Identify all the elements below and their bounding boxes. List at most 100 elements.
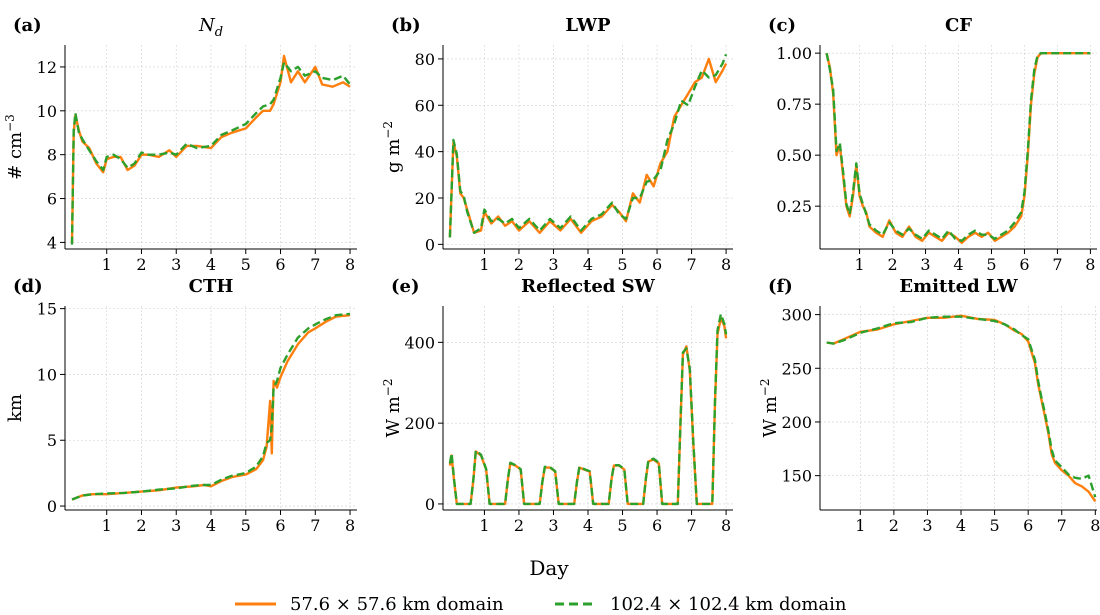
x-tick-label: 1 [102, 255, 112, 274]
panel-title: Reflected SW [521, 276, 656, 297]
y-tick-label: 1.00 [776, 44, 812, 63]
y-tick-label: 0.50 [776, 146, 812, 165]
legend: 57.6 × 57.6 km domain 102.4 × 102.4 km d… [235, 594, 847, 615]
panel-title: Emitted LW [899, 276, 1018, 297]
x-tick-label: 4 [206, 255, 216, 274]
panel-4-grid [65, 306, 357, 510]
legend-label-series-2: 102.4 × 102.4 km domain [610, 594, 847, 615]
y-tick-label: 5 [47, 431, 57, 450]
x-tick-label: 8 [1090, 516, 1100, 535]
x-tick-label: 6 [1019, 255, 1029, 274]
x-tick-label: 3 [920, 255, 930, 274]
panel-title: CF [945, 15, 972, 36]
y-tick-label: 0.75 [776, 95, 812, 114]
y-tick-label: 8 [47, 146, 57, 165]
x-tick-label: 5 [241, 516, 251, 535]
x-tick-label: 2 [889, 516, 899, 535]
y-tick-label: 0.25 [776, 197, 812, 216]
y-tick-label: 400 [404, 333, 435, 352]
y-tick-label: 200 [404, 414, 435, 433]
panel-6-grid [820, 306, 1097, 510]
y-tick-label: 4 [47, 233, 57, 252]
x-tick-label: 3 [548, 255, 558, 274]
panel-title: Nd [198, 15, 223, 40]
y-tick-label: 0 [47, 497, 57, 516]
y-tick-label: 0 [425, 235, 435, 254]
x-tick-label: 2 [136, 255, 146, 274]
panel-4: 1 2 3 4 5 6 7 8 0 5 10 15 (d) CTH km [5, 276, 357, 535]
panel-2-grid [443, 45, 733, 249]
x-tick-label: 4 [953, 255, 963, 274]
x-tick-label: 7 [310, 516, 320, 535]
legend-label-series-1: 57.6 × 57.6 km domain [290, 594, 504, 615]
x-tick-label: 6 [1023, 516, 1033, 535]
series-line-1 [825, 52, 1091, 245]
y-tick-label: 60 [415, 96, 435, 115]
x-tick-label: 7 [686, 255, 696, 274]
x-tick-label: 1 [102, 516, 112, 535]
x-tick-label: 8 [345, 516, 355, 535]
x-tick-label: 6 [652, 516, 662, 535]
x-tick-label: 5 [617, 255, 627, 274]
y-tick-label: 0 [425, 495, 435, 514]
x-tick-label: 8 [721, 516, 731, 535]
x-tick-label: 4 [583, 255, 593, 274]
y-tick-label: 12 [37, 58, 57, 77]
x-tick-label: 4 [206, 516, 216, 535]
x-tick-label: 5 [990, 516, 1000, 535]
panel-3-grid [820, 45, 1097, 249]
series-line-2 [448, 53, 728, 238]
y-tick-label: 6 [47, 190, 57, 209]
x-tick-label: 1 [479, 255, 489, 274]
series-line-2 [448, 312, 728, 506]
x-tick-label: 5 [617, 516, 627, 535]
x-tick-label: 5 [241, 255, 251, 274]
x-tick-label: 2 [514, 255, 524, 274]
series-line-2 [825, 52, 1091, 243]
panel-6: 1 2 3 4 5 6 7 8 150 200 250 300 (f) Emitted LW W m−2 [758, 276, 1100, 535]
panel-letter: (d) [13, 276, 43, 297]
x-tick-label: 3 [548, 516, 558, 535]
x-tick-label: 6 [275, 516, 285, 535]
x-tick-label: 2 [136, 516, 146, 535]
x-tick-label: 3 [171, 255, 181, 274]
panel-title: CTH [189, 276, 234, 297]
y-axis-label: km [5, 394, 26, 422]
x-tick-label: 7 [310, 255, 320, 274]
x-tick-label: 5 [986, 255, 996, 274]
y-axis-label: W m−2 [758, 379, 781, 438]
y-tick-label: 10 [37, 102, 57, 121]
y-tick-label: 200 [781, 413, 812, 432]
x-tick-label: 3 [171, 516, 181, 535]
x-tick-label: 8 [721, 255, 731, 274]
y-tick-label: 80 [415, 50, 435, 69]
panel-5: 1 2 3 4 5 6 7 8 0 200 400 (e) Reflected SW W m−2 [381, 276, 733, 535]
x-tick-label: 4 [956, 516, 966, 535]
panel-3: 1 2 3 4 5 6 7 8 0.25 0.50 0.75 1.00 (c) CF [768, 15, 1097, 274]
y-tick-label: 300 [781, 306, 812, 325]
y-axis-label: # cm−3 [3, 114, 26, 180]
series-line-2 [826, 315, 1097, 498]
panel-letter: (a) [13, 15, 42, 36]
y-tick-label: 15 [37, 300, 57, 319]
x-tick-label: 7 [1052, 255, 1062, 274]
panel-5-grid [443, 306, 733, 510]
x-tick-label: 7 [686, 516, 696, 535]
common-x-axis-label: Day [529, 556, 569, 580]
y-tick-label: 150 [781, 467, 812, 486]
x-tick-label: 3 [922, 516, 932, 535]
y-axis-label: W m−2 [381, 379, 404, 438]
x-tick-label: 6 [652, 255, 662, 274]
y-tick-label: 40 [415, 143, 435, 162]
y-tick-label: 10 [37, 365, 57, 384]
panel-letter: (c) [768, 15, 796, 36]
x-tick-label: 8 [345, 255, 355, 274]
x-tick-label: 7 [1057, 516, 1067, 535]
x-tick-label: 8 [1085, 255, 1095, 274]
x-tick-label: 1 [854, 255, 864, 274]
x-tick-label: 6 [275, 255, 285, 274]
